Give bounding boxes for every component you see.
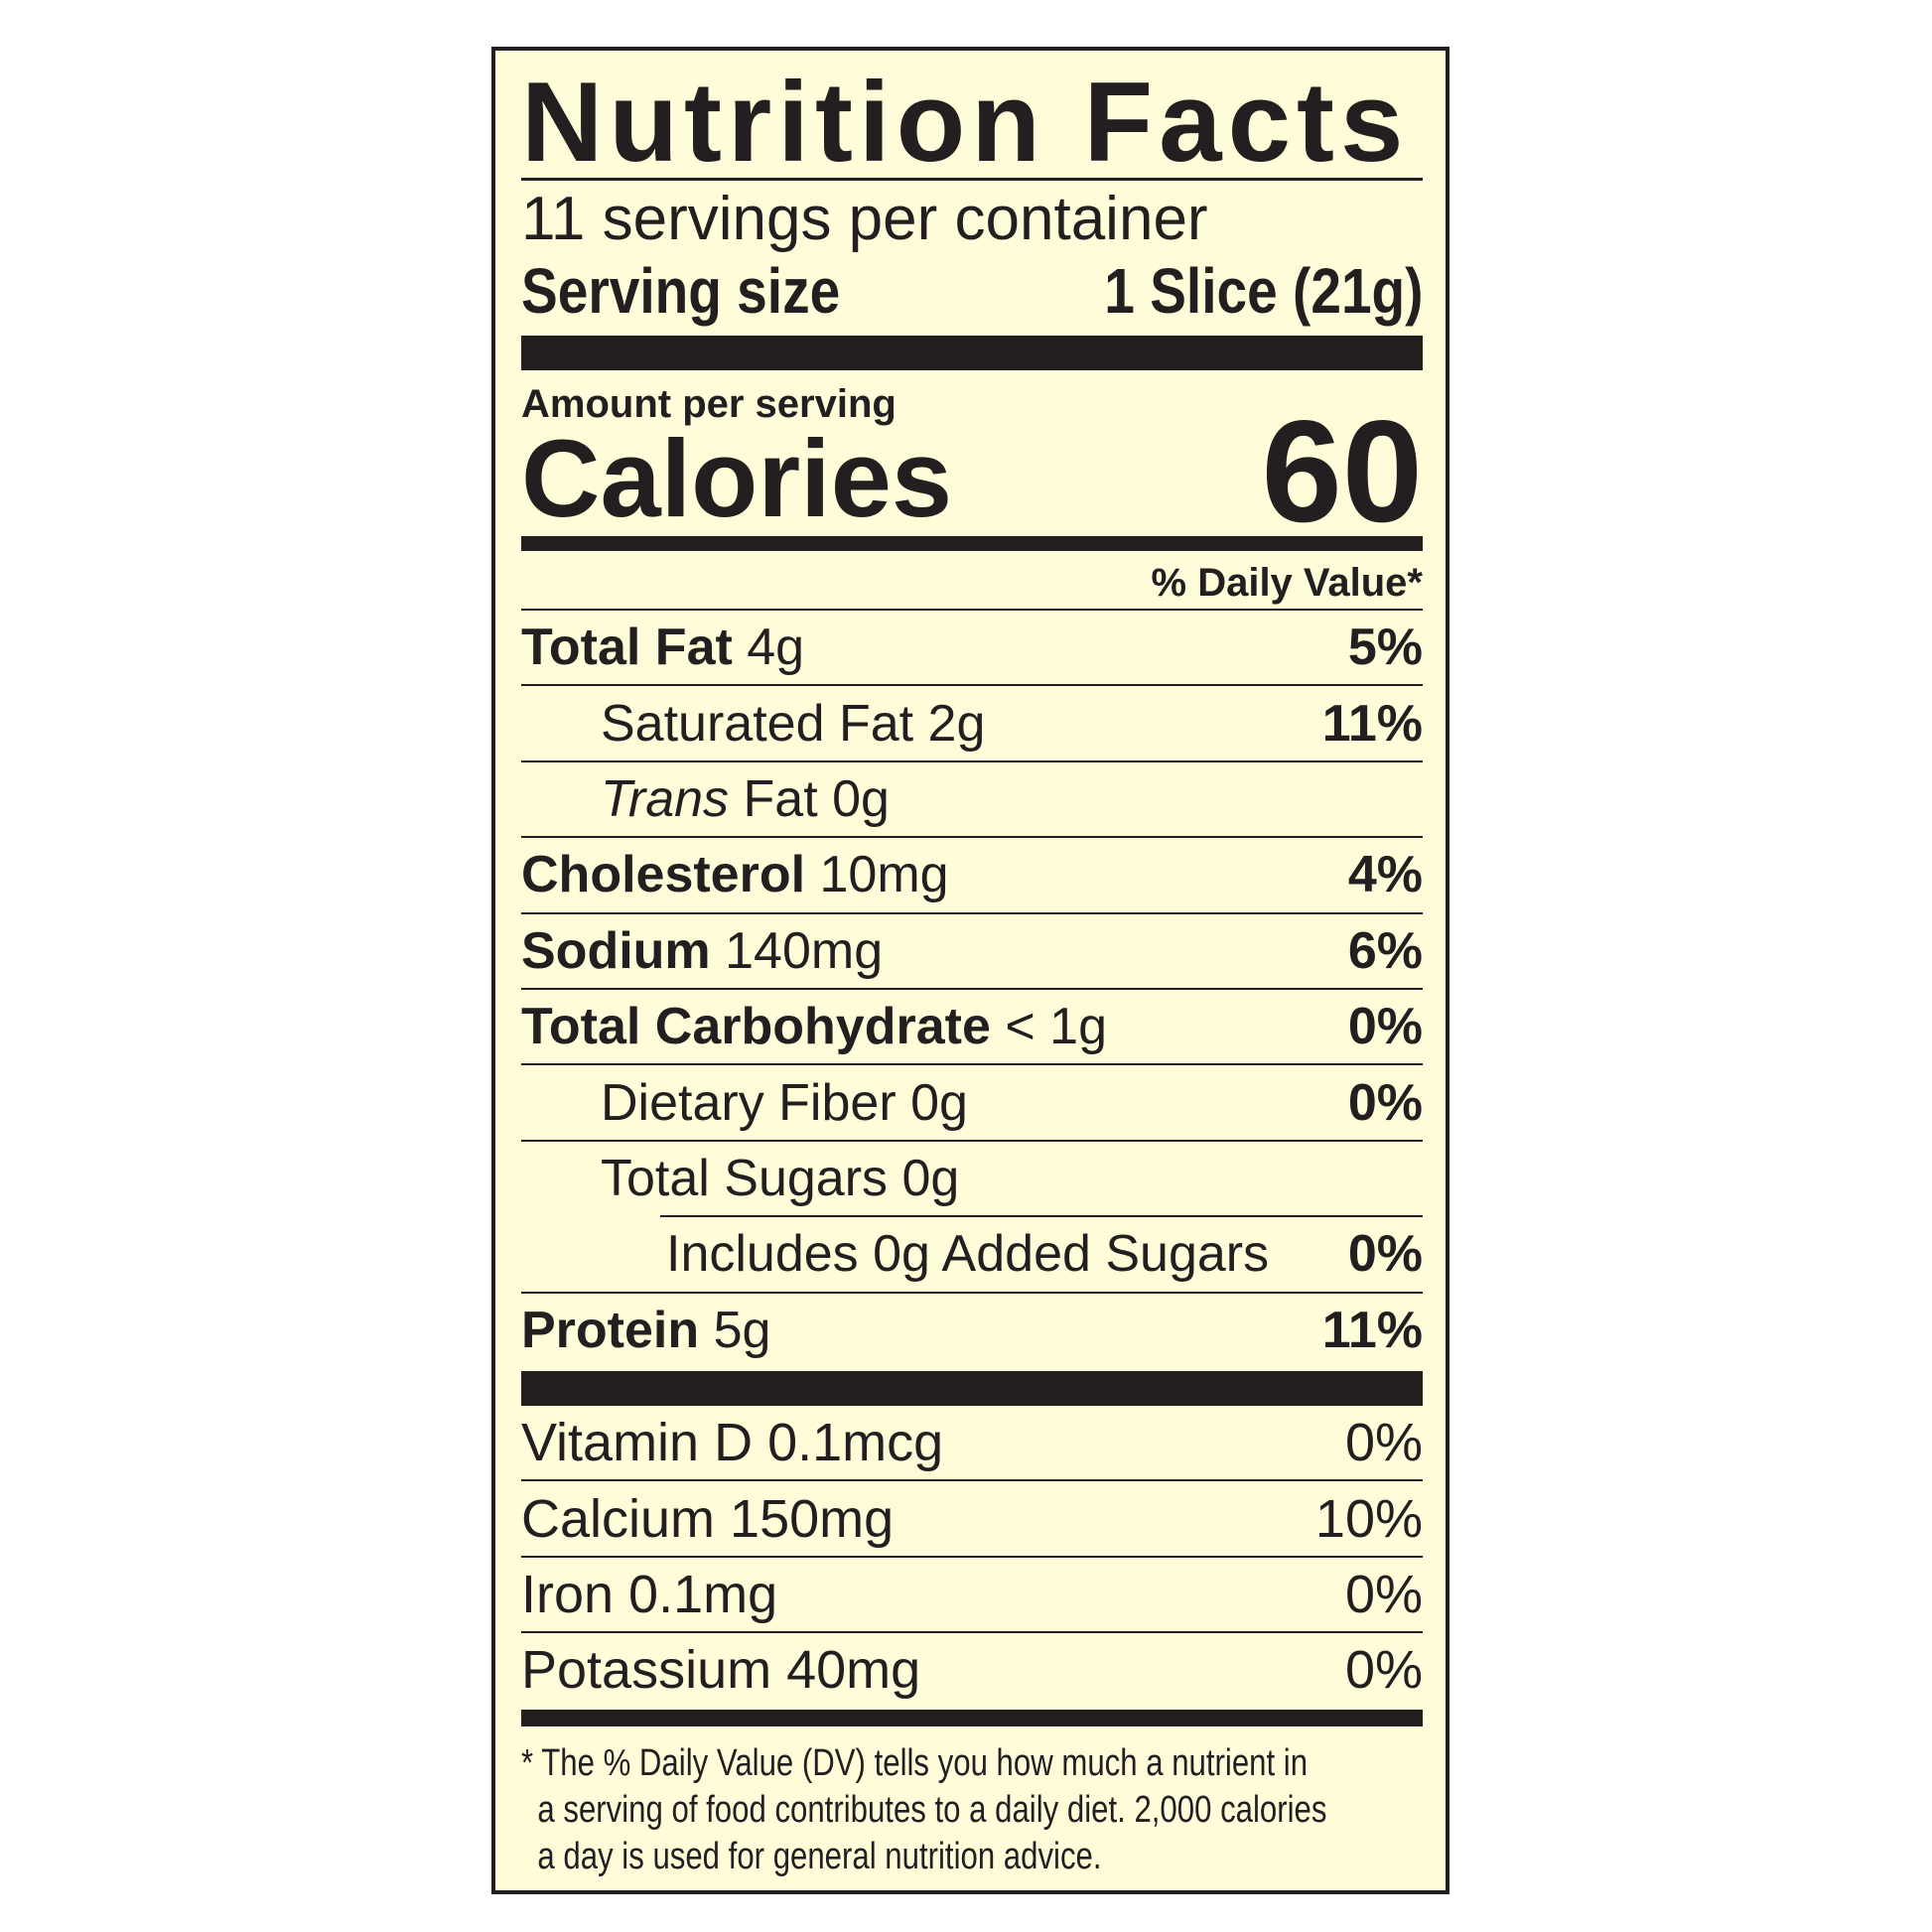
- nutrient-name: Saturated Fat: [601, 694, 914, 753]
- calories-value: 60: [1261, 390, 1423, 552]
- footnote-line: a serving of food contributes to a daily…: [537, 1789, 1327, 1831]
- calories-row: Calories 60: [521, 399, 1423, 544]
- vitamin-name: Vitamin D 0.1mcg: [521, 1413, 944, 1473]
- nutrient-row-protein: Protein 5g 11%: [521, 1291, 1423, 1367]
- vitamin-name: Potassium 40mg: [521, 1640, 921, 1701]
- nutrient-dv: 4%: [1347, 846, 1423, 904]
- vitamin-row: Calcium 150mg 10%: [521, 1479, 1423, 1555]
- nutrient-amount: 140mg: [725, 921, 884, 980]
- nutrient-row-added-sugars: Includes 0g Added Sugars 0%: [660, 1215, 1423, 1291]
- vitamin-name: Iron 0.1mg: [521, 1564, 778, 1624]
- nutrient-row-trans-fat: Trans Fat 0g: [521, 759, 1423, 836]
- vitamin-list: Vitamin D 0.1mcg 0% Calcium 150mg 10% Ir…: [521, 1406, 1423, 1708]
- medium-divider: [521, 1710, 1423, 1726]
- nutrient-dv: 0%: [1347, 1225, 1423, 1284]
- vitamin-dv: 0%: [1344, 1564, 1423, 1624]
- nutrient-row-total-fat: Total Fat 4g 5%: [521, 609, 1423, 684]
- footnote-line: * The % Daily Value (DV) tells you how m…: [521, 1742, 1309, 1784]
- nutrient-dv: 0%: [1347, 998, 1423, 1056]
- vitamin-dv: 0%: [1344, 1413, 1423, 1473]
- nutrient-dv: 0%: [1347, 1073, 1423, 1132]
- nutrient-amount: 0g: [901, 1149, 960, 1207]
- serving-size: Serving size 1 Slice (21g): [521, 255, 1423, 327]
- servings-per-container: 11 servings per container: [521, 185, 1208, 253]
- nutrient-amount: 10mg: [819, 846, 949, 904]
- nutrient-row-total-sugars: Total Sugars 0g: [521, 1139, 1423, 1215]
- nutrient-amount: 4g: [747, 619, 805, 677]
- nutrient-name: Total Fat: [521, 619, 733, 677]
- nutrient-row-total-carbohydrate: Total Carbohydrate < 1g 0%: [521, 987, 1423, 1063]
- nutrient-name: Protein: [521, 1301, 700, 1359]
- vitamin-dv: 10%: [1314, 1488, 1423, 1549]
- nutrient-row-saturated-fat: Saturated Fat 2g 11%: [521, 684, 1423, 759]
- calories-label: Calories: [521, 418, 953, 540]
- nutrient-amount: 0g: [910, 1073, 968, 1132]
- nutrient-list: Total Fat 4g 5% Saturated Fat 2g 11% Tra…: [521, 609, 1423, 1367]
- vitamin-row: Vitamin D 0.1mcg 0%: [521, 1406, 1423, 1479]
- nutrient-name: Total Carbohydrate: [521, 998, 991, 1056]
- footnote: * The % Daily Value (DV) tells you how m…: [521, 1740, 1423, 1880]
- amount-per-serving: Amount per serving: [521, 382, 897, 426]
- nutrient-row-dietary-fiber: Dietary Fiber 0g 0%: [521, 1063, 1423, 1139]
- nutrient-row-cholesterol: Cholesterol 10mg 4%: [521, 836, 1423, 911]
- nutrient-name: Trans: [601, 769, 730, 828]
- thick-divider: [521, 1371, 1423, 1406]
- thick-divider: [521, 336, 1423, 370]
- nutrient-dv: 5%: [1347, 619, 1423, 677]
- nutrient-row-sodium: Sodium 140mg 6%: [521, 911, 1423, 988]
- nutrient-name: Cholesterol: [521, 846, 806, 904]
- vitamin-name: Calcium 150mg: [521, 1488, 895, 1549]
- daily-value-header: % Daily Value*: [1151, 561, 1423, 605]
- nutrient-name: Total Sugars: [601, 1149, 889, 1207]
- nutrient-name: Includes 0g Added Sugars: [666, 1225, 1270, 1284]
- serving-size-label: Serving size: [521, 255, 841, 327]
- nutrient-amount: < 1g: [1005, 998, 1107, 1056]
- nutrient-name: Dietary Fiber: [601, 1073, 897, 1132]
- nutrient-name: Sodium: [521, 921, 711, 980]
- nutrient-dv: 6%: [1347, 921, 1423, 980]
- nutrient-dv: 11%: [1321, 1301, 1423, 1359]
- divider: [521, 178, 1423, 181]
- serving-size-value: 1 Slice (21g): [1103, 255, 1423, 327]
- nutrient-name-suffix: Fat: [743, 769, 818, 828]
- nutrient-amount: 2g: [927, 694, 986, 753]
- medium-divider: [521, 536, 1423, 551]
- label-title: Nutrition Facts: [521, 60, 1410, 186]
- nutrient-amount: 0g: [832, 769, 890, 828]
- vitamin-dv: 0%: [1344, 1640, 1423, 1701]
- footnote-line: a day is used for general nutrition advi…: [537, 1836, 1102, 1877]
- nutrition-facts-label: Nutrition Facts 11 servings per containe…: [491, 47, 1449, 1894]
- nutrient-dv: 11%: [1321, 694, 1423, 753]
- nutrient-amount: 5g: [713, 1301, 771, 1359]
- vitamin-row: Potassium 40mg 0%: [521, 1631, 1423, 1707]
- vitamin-row: Iron 0.1mg 0%: [521, 1555, 1423, 1631]
